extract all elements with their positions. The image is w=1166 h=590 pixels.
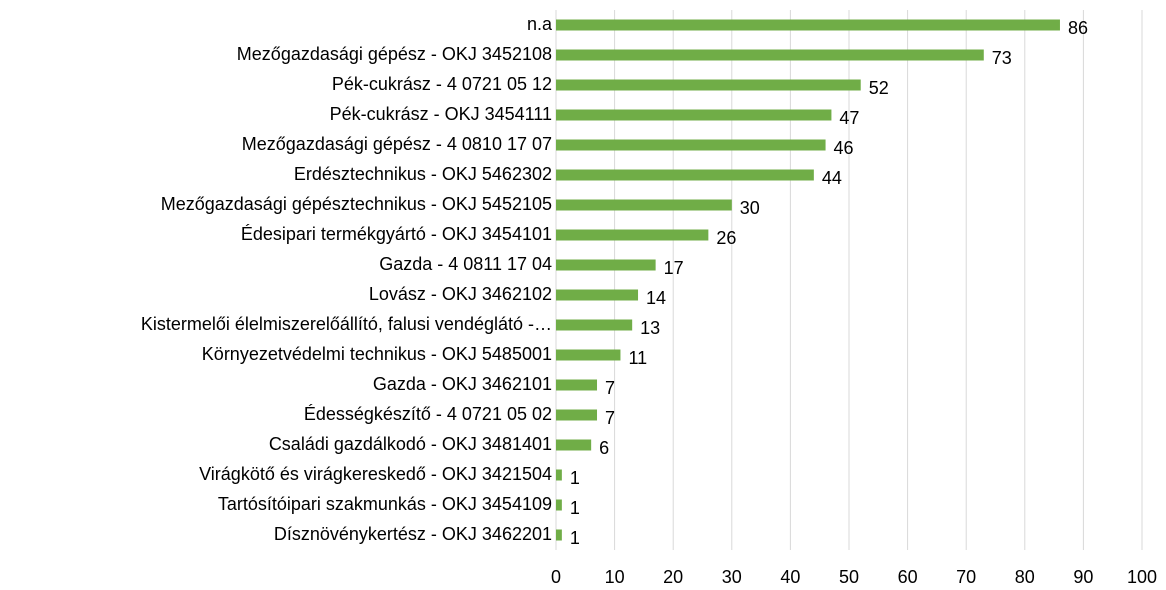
value-label: 44 — [822, 168, 842, 188]
value-label: 86 — [1068, 18, 1088, 38]
y-tick-label: Édesipari termékgyártó - OKJ 3454101 — [241, 224, 552, 244]
value-label: 6 — [599, 438, 609, 458]
value-label: 73 — [992, 48, 1012, 68]
bar — [556, 79, 861, 91]
x-tick-label: 0 — [551, 567, 561, 587]
x-tick-label: 40 — [780, 567, 800, 587]
x-tick-label: 80 — [1015, 567, 1035, 587]
y-tick-label: Mezőgazdasági gépész - OKJ 3452108 — [237, 44, 552, 64]
value-label: 30 — [740, 198, 760, 218]
x-tick-label: 90 — [1073, 567, 1093, 587]
bar — [556, 109, 832, 121]
y-tick-label: Mezőgazdasági gépész - 4 0810 17 07 — [242, 134, 552, 154]
value-label: 7 — [605, 378, 615, 398]
x-tick-label: 30 — [722, 567, 742, 587]
value-label: 14 — [646, 288, 666, 308]
bar — [556, 229, 709, 241]
bar — [556, 529, 562, 541]
value-label: 13 — [640, 318, 660, 338]
bar — [556, 289, 639, 301]
value-label: 17 — [664, 258, 684, 278]
value-label: 52 — [869, 78, 889, 98]
value-label: 46 — [834, 138, 854, 158]
bar — [556, 259, 656, 271]
y-tick-label: Gazda - 4 0811 17 04 — [379, 254, 552, 274]
y-tick-label: Lovász - OKJ 3462102 — [369, 284, 552, 304]
bar — [556, 409, 598, 421]
x-tick-label: 60 — [898, 567, 918, 587]
y-tick-label: Gazda - OKJ 3462101 — [373, 374, 552, 394]
bar — [556, 439, 592, 451]
x-tick-label: 20 — [663, 567, 683, 587]
y-tick-label: Virágkötő és virágkereskedő - OKJ 342150… — [199, 464, 552, 484]
value-label: 1 — [570, 498, 580, 518]
bar — [556, 19, 1060, 31]
bar — [556, 379, 598, 391]
x-tick-label: 100 — [1127, 567, 1157, 587]
y-tick-label: Környezetvédelmi technikus - OKJ 5485001 — [202, 344, 552, 364]
x-tick-label: 70 — [956, 567, 976, 587]
y-tick-label: Tartósítóipari szakmunkás - OKJ 3454109 — [218, 494, 552, 514]
y-tick-label: Mezőgazdasági gépésztechnikus - OKJ 5452… — [161, 194, 552, 214]
y-tick-label: Családi gazdálkodó - OKJ 3481401 — [269, 434, 552, 454]
bar — [556, 139, 826, 151]
x-tick-label: 10 — [605, 567, 625, 587]
y-tick-label: Erdésztechnikus - OKJ 5462302 — [294, 164, 552, 184]
bar — [556, 469, 562, 481]
value-label: 1 — [570, 528, 580, 548]
bar — [556, 169, 814, 181]
y-tick-label: Pék-cukrász - OKJ 3454111 — [330, 104, 552, 124]
value-label: 11 — [628, 348, 647, 368]
y-tick-label: Pék-cukrász - 4 0721 05 12 — [332, 74, 552, 94]
y-tick-label: n.a — [527, 14, 553, 34]
value-label: 26 — [716, 228, 736, 248]
value-label: 7 — [605, 408, 615, 428]
bar — [556, 319, 633, 331]
y-tick-label: Édességkészítő - 4 0721 05 02 — [304, 404, 552, 424]
y-tick-label: Dísznövénykertész - OKJ 3462201 — [274, 524, 552, 544]
value-label: 1 — [570, 468, 580, 488]
bar — [556, 499, 562, 511]
bar — [556, 199, 732, 211]
y-tick-label: Kistermelői élelmiszerelőállító, falusi … — [141, 314, 552, 334]
value-label: 47 — [839, 108, 859, 128]
x-tick-label: 50 — [839, 567, 859, 587]
bar — [556, 49, 984, 61]
bar — [556, 349, 621, 361]
